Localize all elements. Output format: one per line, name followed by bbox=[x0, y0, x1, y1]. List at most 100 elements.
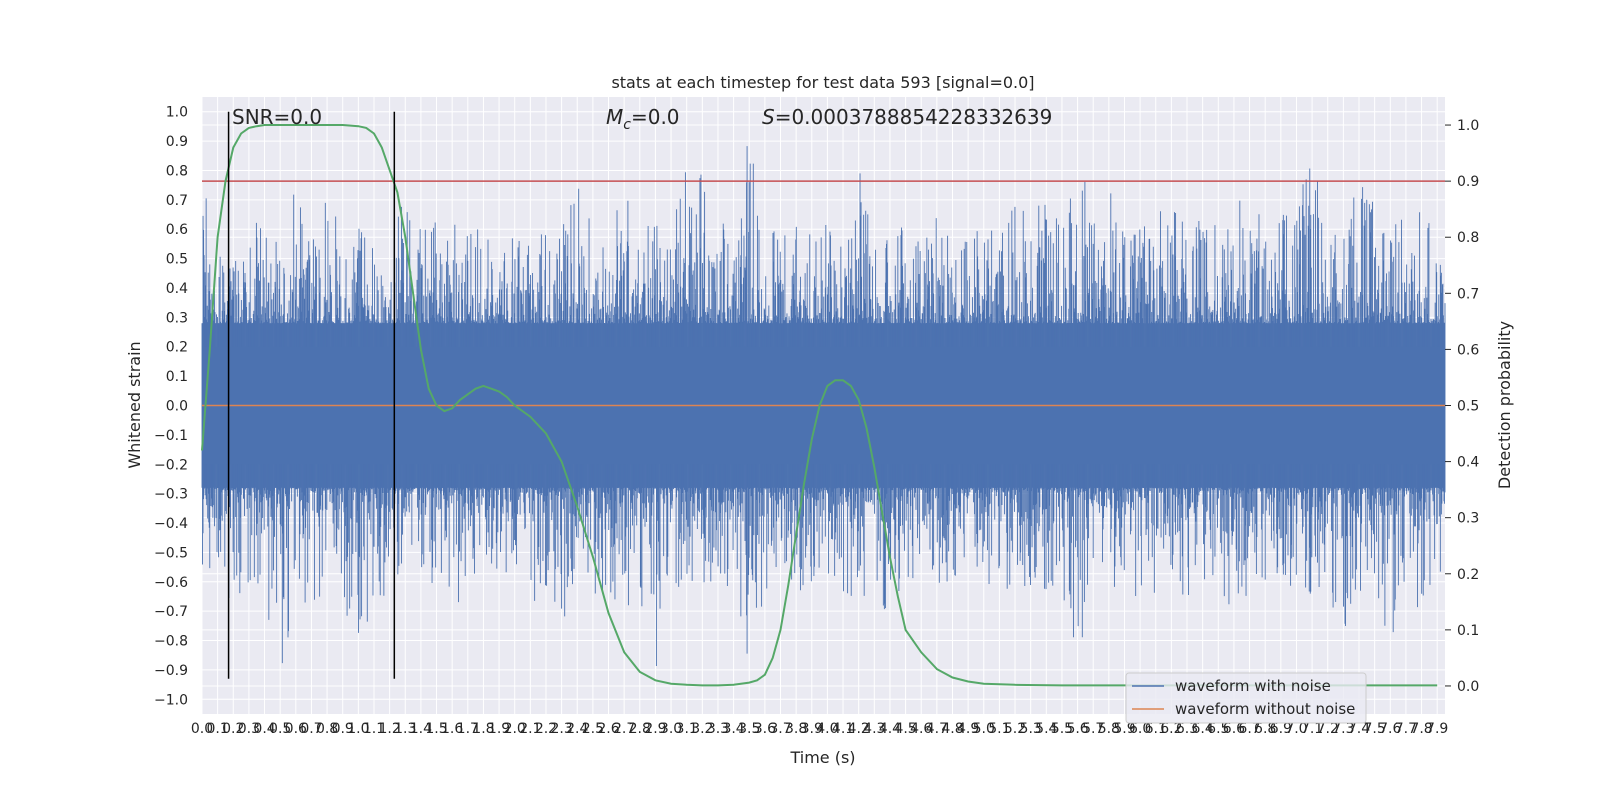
x-tick-label: 2.2 bbox=[535, 721, 557, 737]
x-tick-label: 7.1 bbox=[1301, 721, 1323, 737]
y-tick-label: −0.9 bbox=[154, 663, 188, 679]
x-tick-label: 3.2 bbox=[691, 721, 713, 737]
x-tick-label: 4.1 bbox=[832, 721, 854, 737]
legend-label-noise: waveform with noise bbox=[1175, 677, 1331, 695]
y2-tick-label: 1.0 bbox=[1457, 118, 1479, 134]
y-tick-label: 0.5 bbox=[166, 252, 188, 268]
x-tick-label: 7.4 bbox=[1348, 721, 1370, 737]
x-tick-label: 3.6 bbox=[754, 721, 776, 737]
x-tick-label: 1.5 bbox=[425, 721, 447, 737]
x-tick-label: 0.2 bbox=[222, 721, 244, 737]
x-tick-label: 2.7 bbox=[613, 721, 635, 737]
x-tick-label: 2.4 bbox=[566, 721, 588, 737]
y-tick-label: −0.4 bbox=[154, 516, 188, 532]
x-tick-label: 7.2 bbox=[1317, 721, 1339, 737]
x-tick-label: 4.2 bbox=[848, 721, 870, 737]
y2-tick-label: 0.3 bbox=[1457, 511, 1479, 527]
x-tick-label: 1.1 bbox=[363, 721, 385, 737]
x-tick-label: 0.3 bbox=[238, 721, 260, 737]
x-tick-label: 5.6 bbox=[1066, 721, 1088, 737]
x-tick-label: 4.5 bbox=[894, 721, 916, 737]
y-tick-label: −0.7 bbox=[154, 604, 188, 620]
x-tick-label: 2.3 bbox=[550, 721, 572, 737]
x-tick-label: 0.4 bbox=[253, 721, 275, 737]
x-tick-label: 6.7 bbox=[1238, 721, 1260, 737]
y-tick-label: −0.1 bbox=[154, 428, 188, 444]
x-tick-label: 5.9 bbox=[1113, 721, 1135, 737]
x-tick-label: 5.4 bbox=[1035, 721, 1057, 737]
x-tick-label: 0.9 bbox=[332, 721, 354, 737]
y-tick-label: 0.4 bbox=[166, 281, 188, 297]
y2-axis-label: Detection probability bbox=[1495, 321, 1514, 489]
x-tick-label: 4.3 bbox=[863, 721, 885, 737]
x-tick-label: 1.8 bbox=[472, 721, 494, 737]
x-tick-label: 0.6 bbox=[285, 721, 307, 737]
x-tick-label: 5.1 bbox=[988, 721, 1010, 737]
x-tick-label: 3.1 bbox=[676, 721, 698, 737]
x-tick-label: 6.2 bbox=[1160, 721, 1182, 737]
x-tick-label: 0.8 bbox=[316, 721, 338, 737]
x-tick-label: 3.3 bbox=[707, 721, 729, 737]
chirp-mass-subscript: c bbox=[623, 117, 631, 133]
chirp-mass-value: =0.0 bbox=[631, 105, 680, 129]
tick-labels: 0.00.10.20.30.40.50.60.70.80.91.01.11.21… bbox=[154, 105, 1479, 737]
y-tick-label: −0.2 bbox=[154, 457, 188, 473]
x-tick-label: 6.3 bbox=[1176, 721, 1198, 737]
x-tick-label: 5.5 bbox=[1051, 721, 1073, 737]
y2-tick-label: 0.1 bbox=[1457, 623, 1479, 639]
y-tick-label: 0.0 bbox=[166, 399, 188, 415]
x-tick-label: 7.0 bbox=[1285, 721, 1307, 737]
x-tick-label: 3.7 bbox=[769, 721, 791, 737]
x-tick-label: 1.0 bbox=[347, 721, 369, 737]
y-tick-label: −0.5 bbox=[154, 545, 188, 561]
x-tick-label: 6.0 bbox=[1129, 721, 1151, 737]
x-tick-label: 4.9 bbox=[957, 721, 979, 737]
y-tick-label: 0.1 bbox=[166, 369, 188, 385]
y2-tick-label: 0.0 bbox=[1457, 679, 1479, 695]
x-tick-label: 3.0 bbox=[660, 721, 682, 737]
x-tick-label: 1.9 bbox=[488, 721, 510, 737]
x-tick-label: 5.7 bbox=[1082, 721, 1104, 737]
x-tick-label: 1.4 bbox=[410, 721, 432, 737]
x-tick-label: 7.5 bbox=[1364, 721, 1386, 737]
x-tick-label: 6.1 bbox=[1145, 721, 1167, 737]
x-tick-label: 5.8 bbox=[1098, 721, 1120, 737]
y-tick-label: 0.7 bbox=[166, 193, 188, 209]
x-tick-label: 0.1 bbox=[207, 721, 229, 737]
x-tick-label: 3.5 bbox=[738, 721, 760, 737]
x-tick-label: 2.0 bbox=[504, 721, 526, 737]
x-tick-label: 4.8 bbox=[941, 721, 963, 737]
waveform-with-noise bbox=[201, 146, 1446, 666]
x-tick-label: 3.8 bbox=[785, 721, 807, 737]
x-tick-label: 4.7 bbox=[926, 721, 948, 737]
x-tick-label: 3.4 bbox=[722, 721, 744, 737]
y-tick-label: 0.8 bbox=[166, 163, 188, 179]
y2-tick-label: 0.5 bbox=[1457, 399, 1479, 415]
x-tick-label: 4.0 bbox=[816, 721, 838, 737]
x-tick-label: 5.0 bbox=[973, 721, 995, 737]
s-value: =0.0003788854228332639 bbox=[775, 105, 1053, 129]
y-tick-label: −0.3 bbox=[154, 487, 188, 503]
x-tick-label: 7.7 bbox=[1395, 721, 1417, 737]
x-tick-label: 4.6 bbox=[910, 721, 932, 737]
x-tick-label: 7.9 bbox=[1426, 721, 1448, 737]
x-tick-label: 2.9 bbox=[644, 721, 666, 737]
x-tick-label: 6.9 bbox=[1270, 721, 1292, 737]
legend: waveform with noise waveform without noi… bbox=[1125, 672, 1367, 724]
y2-tick-label: 0.2 bbox=[1457, 567, 1479, 583]
y2-tick-label: 0.7 bbox=[1457, 286, 1479, 302]
x-tick-label: 4.4 bbox=[879, 721, 901, 737]
x-tick-label: 2.1 bbox=[519, 721, 541, 737]
y2-tick-label: 0.4 bbox=[1457, 455, 1479, 471]
s-annotation: S=0.0003788854228332639 bbox=[762, 105, 1052, 129]
x-tick-label: 7.3 bbox=[1332, 721, 1354, 737]
x-tick-label: 5.3 bbox=[1020, 721, 1042, 737]
x-tick-label: 3.9 bbox=[801, 721, 823, 737]
x-tick-label: 1.3 bbox=[394, 721, 416, 737]
chart-title: stats at each timestep for test data 593… bbox=[611, 73, 1034, 92]
x-tick-label: 7.8 bbox=[1410, 721, 1432, 737]
chirp-mass-annotation: Mc=0.0 bbox=[606, 105, 680, 133]
s-symbol: S bbox=[762, 105, 775, 129]
